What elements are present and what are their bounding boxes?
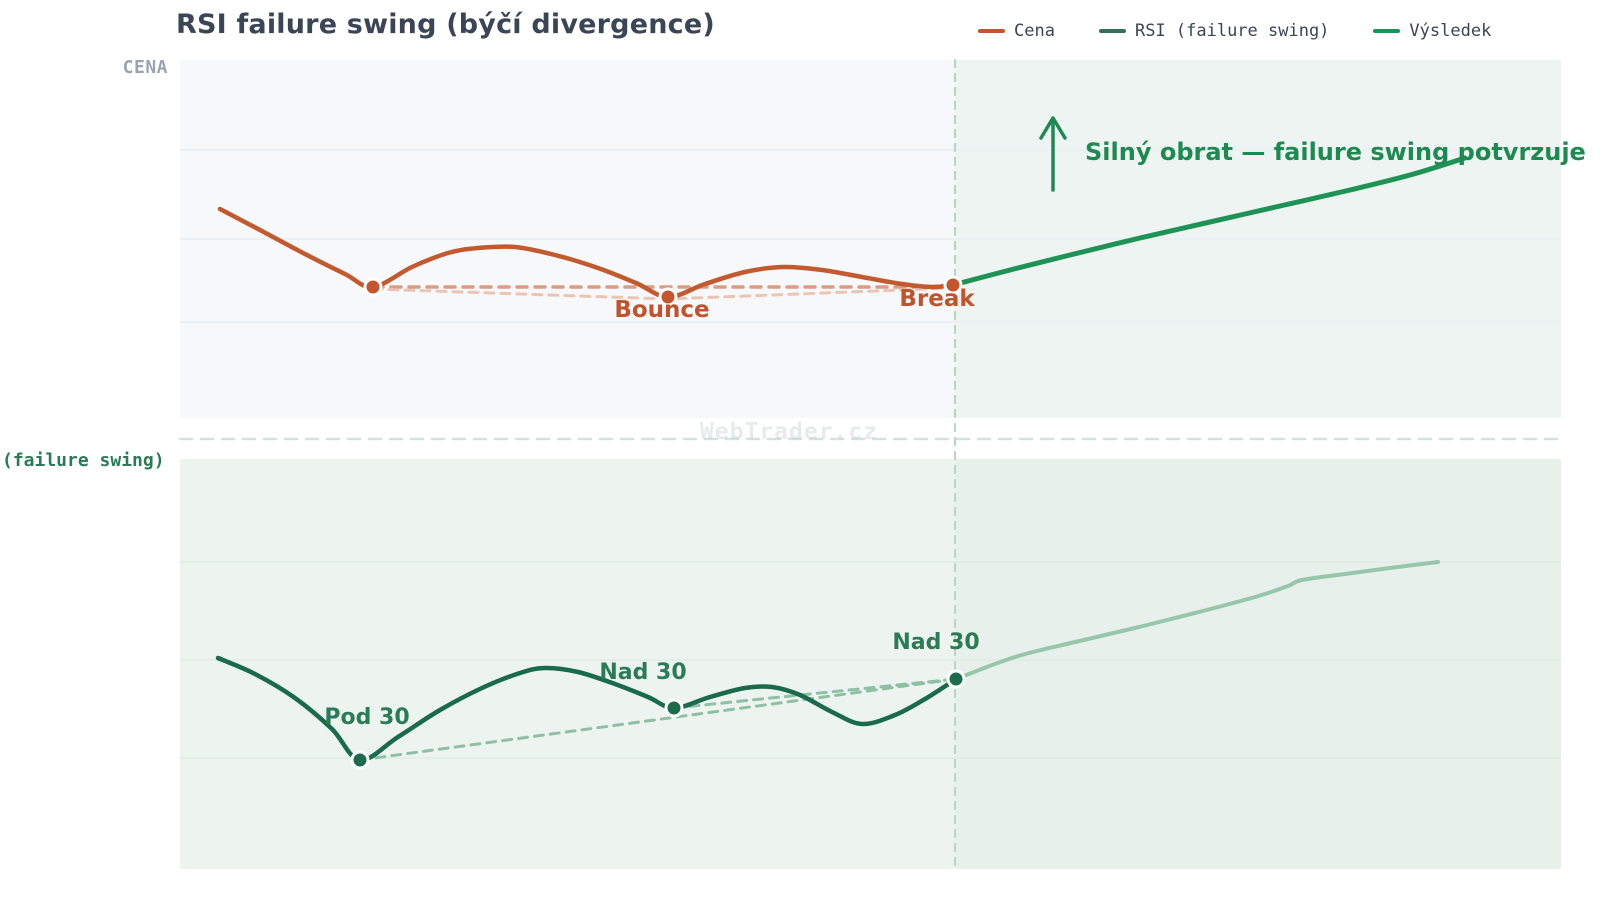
annotation-nad30-first: Nad 30 bbox=[599, 660, 687, 685]
series-cena bbox=[217, 206, 956, 300]
legend-label-rsi: RSI (failure swing) bbox=[1134, 21, 1330, 41]
annotation-bounce: Bounce bbox=[614, 297, 710, 323]
legend-item-rsi: RSI (failure swing) bbox=[1098, 21, 1330, 41]
annotation-break: Break bbox=[899, 286, 975, 312]
watermark: WebTrader.cz bbox=[699, 419, 879, 445]
rsi-axis-label: (failure swing) bbox=[2, 450, 165, 471]
legend-label-cena: Cena bbox=[1014, 21, 1055, 41]
marker-dot bbox=[664, 698, 684, 718]
rsi-panel-post-break bbox=[955, 459, 1561, 869]
annotation-nad30-second: Nad 30 bbox=[892, 630, 980, 655]
annotation-result: Silný obrat — failure swing potvrzuje bbox=[1085, 138, 1586, 166]
legend-swatch-cena-icon bbox=[978, 29, 1005, 33]
series-rsi-trigger-nad30-to-break bbox=[672, 677, 958, 710]
up-arrow-icon bbox=[1039, 116, 1067, 140]
series-rsi bbox=[215, 655, 959, 763]
price-axis-label: CENA bbox=[122, 57, 168, 78]
marker-dot bbox=[350, 750, 370, 770]
legend-label-vysledek: Výsledek bbox=[1409, 21, 1492, 41]
marker-dot bbox=[943, 275, 963, 295]
page-title: RSI failure swing (býčí divergence) bbox=[176, 9, 715, 40]
marker-dot bbox=[658, 287, 678, 307]
annotation-pod30: Pod 30 bbox=[324, 705, 410, 730]
series-rsi-pokracovani bbox=[954, 560, 1440, 681]
legend-swatch-vysledek-icon bbox=[1373, 29, 1401, 33]
rsi-panel-pre-break bbox=[180, 459, 955, 869]
series-rsi-trendline-pod30-to-break bbox=[358, 677, 958, 762]
marker-dot bbox=[363, 277, 383, 297]
series-vysledek bbox=[950, 155, 1468, 288]
marker-dot bbox=[946, 669, 966, 689]
legend-item-vysledek: Výsledek bbox=[1373, 21, 1491, 41]
legend-item-cena: Cena bbox=[978, 21, 1055, 41]
legend-swatch-rsi-icon bbox=[1098, 29, 1126, 33]
legend: Cena RSI (failure swing) Výsledek bbox=[978, 21, 1491, 41]
